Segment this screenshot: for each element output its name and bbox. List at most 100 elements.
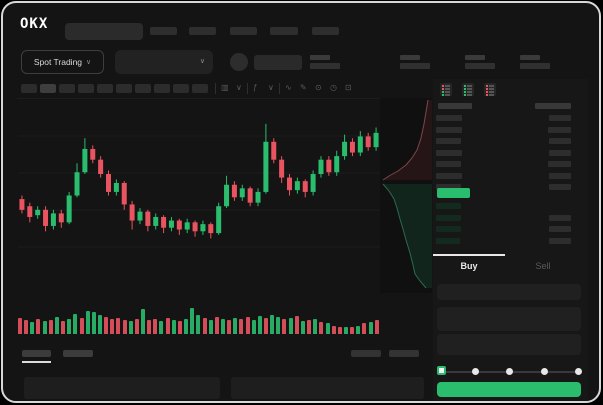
interval-button-3[interactable] <box>59 84 75 93</box>
ask-price-bar[interactable] <box>436 184 461 190</box>
slider-stop-0pct[interactable] <box>437 366 446 375</box>
order-book-last-price[interactable] <box>437 188 470 198</box>
volume-bar <box>227 320 232 334</box>
bottom-tab-1[interactable] <box>22 350 51 357</box>
volume-bar <box>319 322 324 334</box>
stat-label-1 <box>310 55 330 60</box>
volume-bar <box>91 312 96 334</box>
nav-item-2[interactable] <box>189 27 216 35</box>
icon-line <box>489 91 494 93</box>
trade-input-2[interactable] <box>437 307 581 331</box>
bid-price-bar[interactable] <box>436 226 461 232</box>
candle-style-icon[interactable]: ▥ <box>221 83 229 92</box>
candlestick-chart[interactable] <box>18 98 380 293</box>
volume-bar <box>122 320 127 334</box>
bid-price-bar[interactable] <box>436 214 461 221</box>
search-input[interactable] <box>65 23 143 40</box>
icon-dot <box>442 85 444 87</box>
interval-button-6[interactable] <box>116 84 132 93</box>
slider-stop-75pct[interactable] <box>540 368 548 375</box>
interval-button-1[interactable] <box>21 84 37 93</box>
slider-stop-100pct[interactable] <box>575 368 582 375</box>
nav-item-4[interactable] <box>270 27 298 35</box>
stat-label-4 <box>520 55 540 60</box>
nav-item-3[interactable] <box>230 27 257 35</box>
nav-item-1[interactable] <box>150 27 177 35</box>
volume-bar <box>270 314 275 334</box>
screenshot-icon[interactable]: ⊙ <box>315 83 322 92</box>
volume-bar <box>165 317 170 334</box>
market-type-label: Spot Trading <box>33 57 83 67</box>
volume-bar <box>300 321 305 334</box>
buy-submit-button[interactable] <box>437 382 581 397</box>
icon-dot <box>464 88 466 90</box>
trade-input-3[interactable] <box>437 334 581 355</box>
chevron-down-icon[interactable]: ∨ <box>268 83 274 92</box>
ask-price-bar[interactable] <box>436 149 462 156</box>
volume-bar <box>134 319 139 334</box>
chevron-down-icon: ∨ <box>86 58 92 66</box>
fullscreen-icon[interactable]: ⊡ <box>345 83 352 92</box>
trade-input-1[interactable] <box>437 284 581 300</box>
volume-bar <box>362 323 367 334</box>
volume-bar <box>116 317 121 334</box>
volume-bar <box>36 319 41 334</box>
volume-bar <box>288 317 293 334</box>
volume-bar <box>233 317 238 334</box>
line-tools-icon[interactable]: ∿ <box>285 83 292 92</box>
bottom-link-1[interactable] <box>351 350 381 357</box>
volume-bar <box>110 319 115 334</box>
icon-row <box>442 85 450 87</box>
volume-bar <box>368 322 373 334</box>
volume-bar <box>214 316 219 334</box>
stat-value-2 <box>400 63 430 69</box>
bid-amount-bar <box>549 226 571 232</box>
ask-price-bar[interactable] <box>436 138 461 144</box>
toolbar-divider <box>247 83 248 94</box>
icon-line <box>445 85 450 87</box>
volume-bar <box>61 321 66 334</box>
icon-row <box>486 91 494 93</box>
ask-price-bar[interactable] <box>436 115 462 121</box>
ask-price-bar[interactable] <box>436 172 462 179</box>
icon-dot <box>442 94 444 96</box>
interval-button-8[interactable] <box>154 84 170 93</box>
tab-buy[interactable]: Buy <box>460 261 478 271</box>
interval-button-4[interactable] <box>78 84 94 93</box>
interval-button-7[interactable] <box>135 84 151 93</box>
volume-bar <box>97 314 102 334</box>
bid-price-bar[interactable] <box>436 237 460 244</box>
chevron-down-icon: ∨ <box>199 58 205 65</box>
slider-stop-25pct[interactable] <box>471 368 479 375</box>
order-book-asks-icon[interactable] <box>484 83 496 96</box>
volume-bar <box>147 320 152 334</box>
volume-bar <box>190 308 195 334</box>
interval-button-5[interactable] <box>97 84 113 93</box>
icon-row <box>464 88 472 90</box>
slider-stop-50pct[interactable] <box>506 368 513 375</box>
stat-value-3 <box>465 63 495 69</box>
market-type-selector[interactable]: Spot Trading ∨ <box>21 50 104 74</box>
order-book-price-header <box>438 103 472 109</box>
draw-icon[interactable]: ✎ <box>300 83 307 92</box>
bottom-link-2[interactable] <box>389 350 419 357</box>
interval-button-9[interactable] <box>173 84 189 93</box>
tab-sell[interactable]: Sell <box>535 261 551 271</box>
volume-bar <box>294 315 299 334</box>
ask-price-bar[interactable] <box>436 126 462 133</box>
bottom-tab-2[interactable] <box>63 350 93 357</box>
order-book-bids-icon[interactable] <box>462 83 474 96</box>
bid-price-bar[interactable] <box>436 203 461 209</box>
order-book-combined-icon[interactable] <box>440 83 452 96</box>
history-icon[interactable]: ◷ <box>330 83 337 92</box>
ask-price-bar[interactable] <box>436 161 461 167</box>
nav-item-5[interactable] <box>312 27 339 35</box>
interval-button-2[interactable] <box>40 84 56 93</box>
pair-selector-dropdown[interactable]: ∨ <box>115 50 213 74</box>
chevron-down-icon[interactable]: ∨ <box>236 83 242 92</box>
volume-bar <box>177 321 182 334</box>
stat-value-1 <box>310 63 340 69</box>
indicators-icon[interactable]: ƒ <box>253 83 258 92</box>
interval-button-10[interactable] <box>192 84 208 93</box>
active-tab-underline <box>433 254 505 256</box>
